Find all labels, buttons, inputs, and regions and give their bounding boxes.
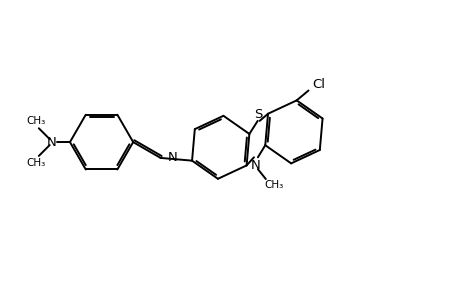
Text: CH₃: CH₃ xyxy=(26,116,45,126)
Text: Cl: Cl xyxy=(311,78,324,91)
Text: S: S xyxy=(254,109,262,122)
Text: N: N xyxy=(251,159,260,172)
Text: CH₃: CH₃ xyxy=(26,158,45,168)
Text: CH₃: CH₃ xyxy=(263,180,283,190)
Text: N: N xyxy=(167,152,177,164)
Text: N: N xyxy=(47,136,56,148)
